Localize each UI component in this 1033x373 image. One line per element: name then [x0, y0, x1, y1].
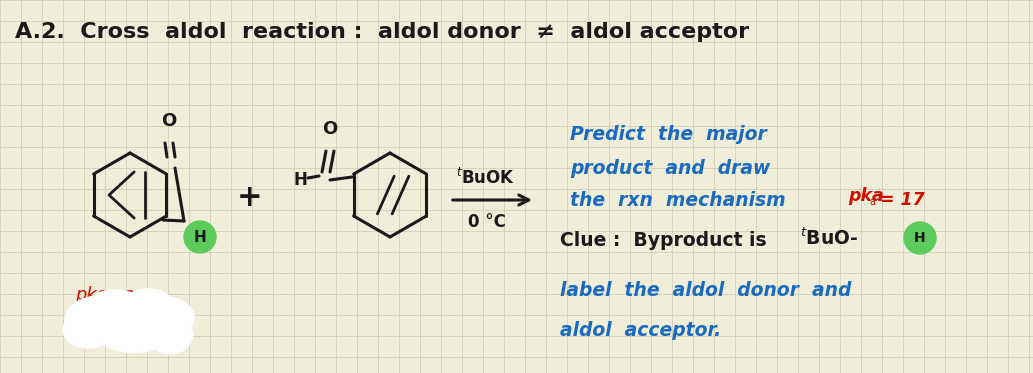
Text: Predict  the  major: Predict the major	[570, 125, 766, 144]
Text: label  the  aldol  donor  and: label the aldol donor and	[560, 280, 851, 300]
Text: the  rxn  mechanism: the rxn mechanism	[570, 191, 786, 210]
Text: a: a	[102, 295, 108, 305]
Ellipse shape	[136, 297, 194, 339]
Text: $^t$BuOK: $^t$BuOK	[456, 168, 515, 188]
Text: pka: pka	[848, 187, 884, 205]
Text: = 17: = 17	[880, 191, 925, 209]
Text: 0 °C: 0 °C	[468, 213, 506, 231]
Text: a: a	[869, 197, 875, 207]
Text: pka: pka	[75, 286, 107, 304]
Text: A.2.  Cross  aldol  reaction :  aldol donor  ≠  aldol acceptor: A.2. Cross aldol reaction : aldol donor …	[15, 22, 749, 42]
Circle shape	[904, 222, 936, 254]
Text: : 21: : 21	[112, 289, 147, 307]
Ellipse shape	[123, 289, 173, 321]
Text: product  and  draw: product and draw	[570, 159, 771, 178]
Text: H: H	[193, 229, 207, 244]
Ellipse shape	[65, 296, 135, 344]
Text: aldol  acceptor.: aldol acceptor.	[560, 320, 721, 339]
Text: $^t$BuO-: $^t$BuO-	[800, 227, 858, 249]
Ellipse shape	[63, 312, 113, 348]
Text: +: +	[238, 184, 262, 213]
Ellipse shape	[148, 316, 192, 354]
Text: Clue :  Byproduct is: Clue : Byproduct is	[560, 231, 766, 250]
Text: O: O	[161, 112, 177, 130]
Text: H: H	[914, 231, 926, 245]
Ellipse shape	[86, 290, 144, 326]
Text: H: H	[293, 171, 307, 189]
Circle shape	[184, 221, 216, 253]
Ellipse shape	[95, 307, 175, 352]
Text: O: O	[322, 120, 338, 138]
